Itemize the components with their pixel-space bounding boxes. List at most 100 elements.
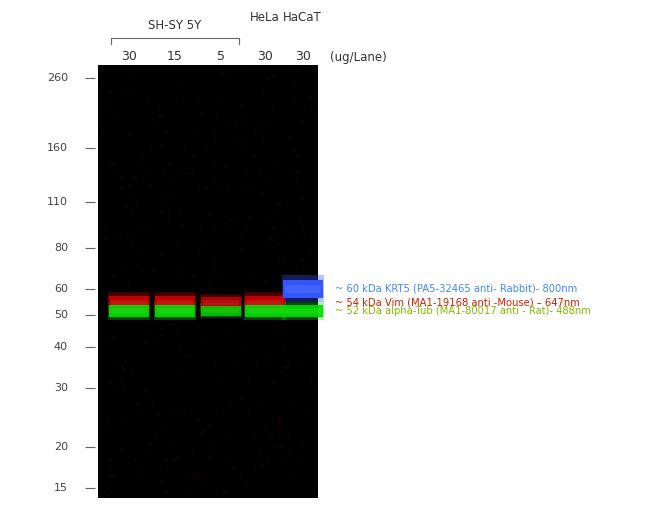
Point [95, 111, 105, 119]
Point [122, 279, 133, 288]
Point [304, 272, 314, 280]
Bar [154, 292, 196, 313]
Point [299, 302, 309, 311]
Point [172, 171, 183, 179]
Point [242, 132, 252, 140]
Point [235, 474, 245, 482]
Point [208, 159, 218, 167]
Bar [203, 300, 239, 305]
Point [174, 210, 184, 218]
Point [266, 234, 276, 243]
Point [107, 272, 117, 281]
Bar [154, 302, 196, 320]
Point [187, 271, 198, 279]
Point [305, 248, 315, 256]
Bar [244, 302, 286, 320]
Point [197, 109, 207, 117]
Point [226, 400, 237, 408]
Bar [108, 302, 150, 320]
Point [105, 306, 116, 314]
Text: 80: 80 [54, 243, 68, 253]
Point [224, 215, 235, 224]
Point [195, 468, 205, 476]
Text: 60: 60 [54, 284, 68, 294]
Point [154, 106, 164, 115]
Point [215, 267, 226, 276]
Point [196, 337, 206, 345]
Point [103, 333, 114, 342]
Point [111, 165, 121, 173]
Text: HaCaT: HaCaT [283, 11, 322, 24]
Bar [283, 280, 322, 298]
Point [146, 145, 156, 154]
Point [272, 231, 282, 240]
Bar [245, 296, 285, 309]
Point [268, 378, 279, 386]
Point [224, 69, 234, 78]
Point [169, 303, 179, 312]
Point [272, 239, 283, 247]
Point [155, 331, 165, 340]
Point [172, 240, 183, 249]
Point [240, 116, 250, 125]
Point [216, 69, 227, 78]
Point [255, 189, 266, 197]
Point [309, 272, 320, 281]
Point [145, 445, 155, 454]
Bar [281, 302, 324, 320]
Point [200, 475, 210, 483]
Point [274, 199, 285, 207]
Point [287, 146, 298, 155]
Point [250, 307, 261, 316]
Point [226, 463, 237, 472]
Point [187, 450, 198, 458]
Point [194, 237, 205, 245]
Point [185, 350, 196, 358]
Point [255, 400, 265, 408]
Point [124, 232, 134, 241]
Point [224, 432, 235, 441]
Point [200, 333, 210, 341]
Point [131, 475, 142, 483]
Point [103, 159, 114, 167]
Text: (ug/Lane): (ug/Lane) [330, 51, 387, 64]
Point [239, 113, 249, 121]
Point [191, 129, 202, 138]
Point [136, 161, 147, 169]
Point [288, 403, 298, 411]
Point [301, 307, 311, 316]
Point [259, 276, 270, 284]
Text: 30: 30 [294, 51, 311, 64]
Point [240, 479, 250, 487]
Point [124, 181, 134, 190]
Point [118, 364, 128, 373]
Point [120, 356, 130, 364]
Point [298, 255, 308, 264]
Point [194, 181, 204, 189]
Point [208, 271, 218, 279]
Point [274, 415, 284, 424]
Point [106, 99, 116, 107]
Bar [111, 308, 147, 314]
Point [270, 210, 281, 219]
Point [97, 162, 107, 170]
Point [96, 63, 107, 71]
Point [224, 398, 234, 406]
Point [109, 363, 120, 371]
Point [173, 275, 183, 283]
Point [275, 414, 285, 423]
Point [208, 224, 218, 232]
Point [251, 403, 261, 411]
Point [148, 334, 158, 342]
Point [192, 278, 203, 286]
Point [208, 256, 218, 264]
Point [137, 227, 148, 235]
Point [97, 80, 107, 88]
Point [304, 93, 315, 101]
Point [209, 362, 220, 370]
Point [104, 378, 114, 386]
Point [168, 188, 178, 196]
Point [237, 101, 248, 109]
Point [255, 447, 265, 455]
Point [257, 461, 267, 469]
